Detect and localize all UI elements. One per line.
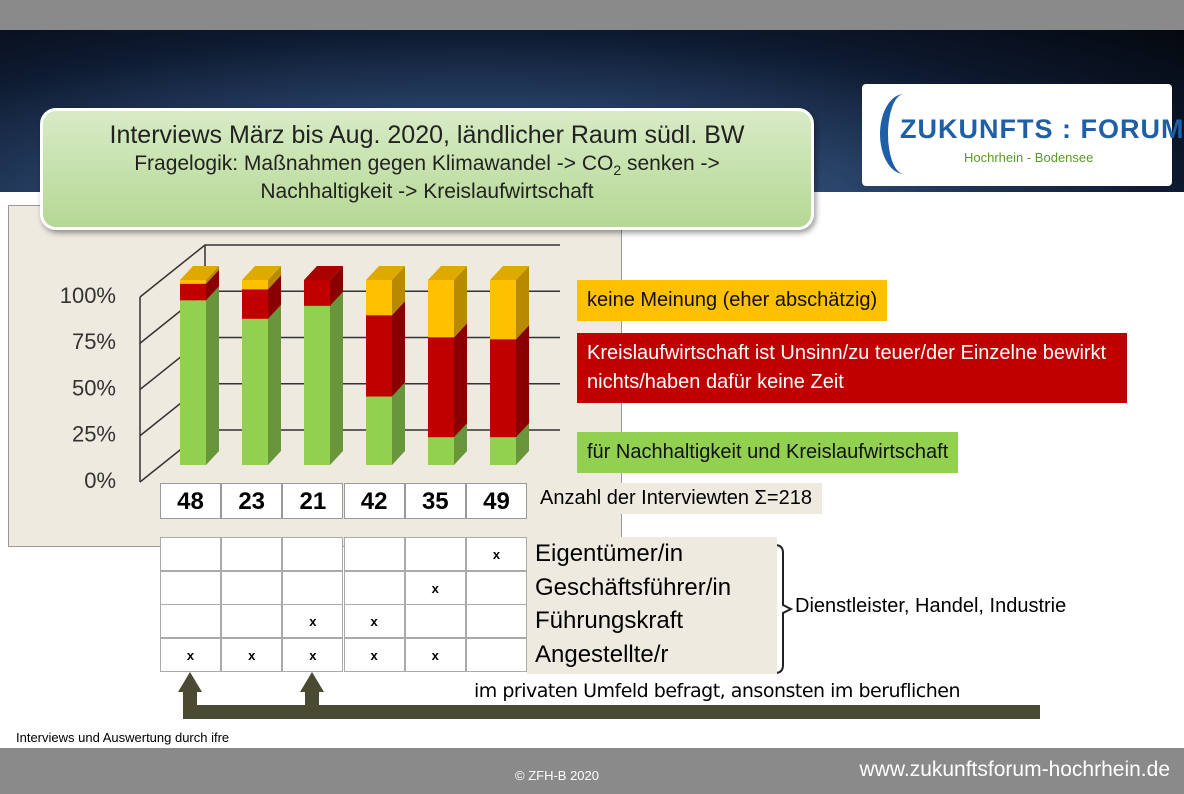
table-cell: x <box>344 604 405 638</box>
count-cell: 49 <box>466 483 527 519</box>
legend-entry: Kreislaufwirtschaft ist Unsinn/zu teuer/… <box>577 333 1127 403</box>
bar <box>180 300 206 465</box>
count-cell: 42 <box>344 483 405 519</box>
row-label: Geschäftsführer/in <box>535 571 731 605</box>
count-cell: 35 <box>405 483 466 519</box>
copyright: © ZFH-B 2020 <box>515 768 599 783</box>
subtitle-text: Fragelogik: Maßnahmen gegen Klimawandel … <box>134 152 613 175</box>
count-cell: 21 <box>282 483 343 519</box>
table-cell <box>282 571 343 605</box>
legend-entry: keine Meinung (eher abschätzig) <box>577 280 887 321</box>
bar-side <box>516 325 529 437</box>
bar <box>490 437 516 465</box>
count-label: Anzahl der Interviewten Σ=218 <box>530 483 822 514</box>
bar <box>428 280 454 337</box>
bar <box>242 319 268 465</box>
bar-side <box>268 305 281 465</box>
arrow-head <box>300 672 324 692</box>
row-label: Führungskraft <box>535 604 683 638</box>
table-cell <box>160 604 221 638</box>
table-cell <box>282 537 343 571</box>
bar <box>304 306 330 465</box>
bar <box>490 339 516 437</box>
legend-entry: für Nachhaltigkeit und Kreislaufwirtscha… <box>577 432 958 473</box>
slide: ZUKUNFTS : FORUM Hochrhein - Bodensee 0%… <box>0 0 1184 794</box>
source: Interviews und Auswertung durch ifre <box>16 730 229 745</box>
table-cell: x <box>405 571 466 605</box>
row-label: Eigentümer/in <box>535 537 683 571</box>
bar <box>180 284 206 301</box>
table-cell <box>466 638 527 672</box>
bar-side <box>330 292 343 465</box>
table-cell <box>221 537 282 571</box>
bar <box>242 289 268 319</box>
table-cell: x <box>282 638 343 672</box>
table-cell <box>160 537 221 571</box>
table-cell: x <box>344 638 405 672</box>
callout-subtitle: Fragelogik: Maßnahmen gegen Klimawandel … <box>43 152 811 178</box>
bar <box>180 280 206 284</box>
bar-side <box>392 301 405 396</box>
table-cell <box>344 571 405 605</box>
subtitle-text: senken -> <box>621 152 720 175</box>
arrow-head <box>178 672 202 692</box>
bar <box>242 280 268 289</box>
bar <box>304 280 330 306</box>
table-cell <box>405 537 466 571</box>
table-cell <box>221 604 282 638</box>
table-cell: x <box>405 638 466 672</box>
count-cell: 23 <box>221 483 282 519</box>
bar <box>490 280 516 339</box>
bracket <box>775 545 791 673</box>
table-cell <box>466 571 527 605</box>
y-tick-label: 50% <box>72 375 116 400</box>
bar <box>366 280 392 315</box>
url: www.zukunftsforum-hochrhein.de <box>860 758 1170 782</box>
y-tick-label: 100% <box>60 283 116 308</box>
bottom-bar: © ZFH-B 2020 www.zukunftsforum-hochrhein… <box>0 748 1184 794</box>
callout-title: Interviews März bis Aug. 2020, ländliche… <box>43 121 811 150</box>
table-cell: x <box>282 604 343 638</box>
row-label: Angestellte/r <box>535 638 668 672</box>
table-cell: x <box>221 638 282 672</box>
callout-subtitle: Nachhaltigkeit -> Kreislaufwirtschaft <box>43 180 811 204</box>
bar <box>366 315 392 396</box>
table-cell <box>221 571 282 605</box>
callout: Interviews März bis Aug. 2020, ländliche… <box>40 108 814 230</box>
table-cell: x <box>466 537 527 571</box>
table-cell <box>344 537 405 571</box>
note: im privaten Umfeld befragt, ansonsten im… <box>474 680 960 702</box>
y-tick-label: 0% <box>84 468 116 493</box>
y-tick-label: 25% <box>72 422 116 447</box>
bar <box>366 397 392 465</box>
bar-side <box>392 383 405 465</box>
table-cell <box>405 604 466 638</box>
table-cell <box>160 571 221 605</box>
table-cell: x <box>160 638 221 672</box>
bar-side <box>206 286 219 465</box>
subscript: 2 <box>613 162 621 178</box>
bar-side <box>454 323 467 437</box>
table-cell <box>466 604 527 638</box>
group-label: Dienstleister, Handel, Industrie <box>795 595 1066 618</box>
y-tick-label: 75% <box>72 329 116 354</box>
bar <box>428 437 454 465</box>
bar <box>428 337 454 437</box>
count-cell: 48 <box>160 483 221 519</box>
